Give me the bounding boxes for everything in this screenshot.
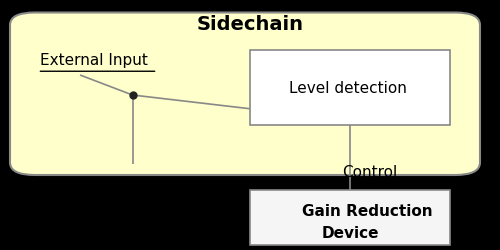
Text: External Input: External Input <box>40 52 148 68</box>
Text: Control: Control <box>342 165 398 180</box>
Text: Device: Device <box>321 226 379 241</box>
Text: Gain Reduction: Gain Reduction <box>302 204 433 219</box>
Text: Sidechain: Sidechain <box>196 16 304 34</box>
Text: Level detection: Level detection <box>288 81 406 96</box>
FancyBboxPatch shape <box>250 50 450 125</box>
FancyBboxPatch shape <box>10 12 480 175</box>
FancyBboxPatch shape <box>250 190 450 245</box>
